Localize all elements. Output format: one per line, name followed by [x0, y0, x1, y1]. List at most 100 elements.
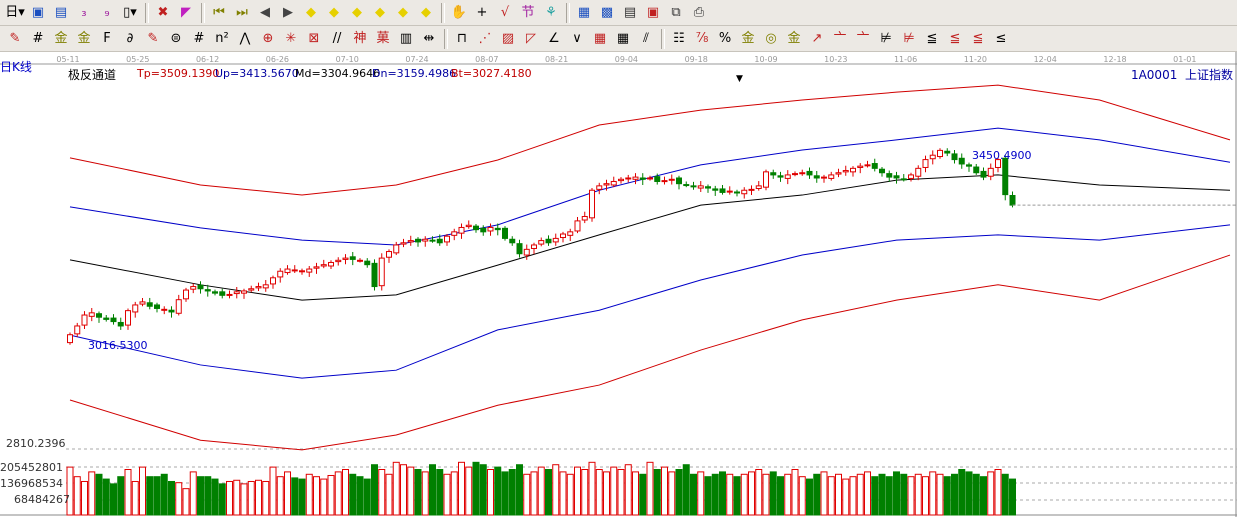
box-fan-icon[interactable]: ▨	[501, 31, 515, 46]
candle-body	[966, 164, 972, 167]
list-icon[interactable]: ▤	[54, 5, 68, 20]
gold-line2-icon[interactable]: 金	[77, 31, 91, 46]
candle-body	[944, 150, 951, 154]
volume-bar	[639, 473, 647, 516]
lines-icon[interactable]: //	[332, 31, 342, 46]
percent-line-icon[interactable]: ⅞	[695, 31, 709, 46]
calendar-icon[interactable]: ▦	[577, 5, 591, 20]
cai-icon[interactable]: 菓	[376, 31, 390, 46]
left-icon[interactable]: ◀	[260, 5, 270, 20]
candle-type-icon[interactable]: ▯▾	[123, 5, 137, 20]
volume-bar	[342, 469, 349, 516]
crosshair-icon[interactable]: +	[476, 5, 488, 20]
volume-bar	[233, 479, 241, 516]
print-icon[interactable]: ⎙	[693, 5, 705, 20]
pencil-icon[interactable]: ✎	[9, 31, 21, 46]
arrow-icon[interactable]: ↗	[811, 31, 823, 46]
star-icon[interactable]: ✳	[285, 31, 297, 46]
candle-body	[980, 170, 987, 178]
grid3-icon[interactable]: ▦	[616, 31, 630, 46]
pattern4-icon[interactable]: ⊭	[903, 31, 915, 46]
gold2-icon[interactable]: ◎	[765, 31, 777, 46]
candle-body	[328, 261, 334, 267]
ray-icon[interactable]: ⋰	[478, 31, 492, 46]
candle-body	[748, 188, 755, 191]
right-icon[interactable]: ▶	[283, 5, 293, 20]
grid2-icon[interactable]: ▦	[593, 31, 607, 46]
candle-body	[255, 286, 262, 289]
zoom-out-h-icon[interactable]: ◆	[375, 5, 385, 20]
volume-bar	[682, 464, 690, 516]
percent-icon[interactable]: %	[718, 31, 732, 46]
box-icon[interactable]: ⊠	[308, 31, 320, 46]
flag-icon[interactable]: ◤	[181, 5, 191, 20]
period-day-icon[interactable]: 日▾	[5, 5, 25, 20]
volume-bar	[385, 473, 393, 516]
eraser-icon[interactable]: ✎	[147, 31, 159, 46]
parallel-icon[interactable]: #	[193, 31, 205, 46]
vline-icon[interactable]: ∨	[572, 31, 582, 46]
pattern7-icon[interactable]: ≦	[972, 31, 984, 46]
toolbar-separator	[661, 28, 665, 49]
zoom-in-h-icon[interactable]: ◆	[352, 5, 362, 20]
candle-body	[241, 290, 247, 294]
grid-icon[interactable]: #	[32, 31, 44, 46]
volume-bar	[537, 466, 545, 516]
zoom-in-icon[interactable]: ◆	[398, 5, 408, 20]
pattern1-icon[interactable]: 亠	[833, 31, 847, 46]
hand-icon[interactable]: ✋	[450, 5, 468, 20]
window-icon[interactable]: ▣	[31, 5, 45, 20]
table-icon[interactable]: ☷	[673, 31, 685, 46]
measure-icon[interactable]: ⇹	[423, 31, 435, 46]
save-icon[interactable]: ▣	[646, 5, 660, 20]
security-code: 1A0001	[1130, 68, 1178, 82]
volume-bar	[827, 476, 835, 516]
9-day-chart-icon[interactable]: ₉	[104, 5, 110, 20]
gold-line-icon[interactable]: 金	[54, 31, 68, 46]
document-icon[interactable]: ▤	[623, 5, 637, 20]
volume-bar	[291, 477, 299, 516]
candle-body	[349, 256, 356, 260]
pattern8-icon[interactable]: ≤	[995, 31, 1007, 46]
festival-icon[interactable]: 节	[521, 5, 535, 20]
coin-icon[interactable]: 金	[741, 31, 755, 46]
pattern5-icon[interactable]: ≦	[926, 31, 938, 46]
god-icon[interactable]: 神	[353, 31, 367, 46]
restore-icon[interactable]: ✖	[157, 5, 169, 20]
pattern6-icon[interactable]: ≦	[949, 31, 961, 46]
pattern3-icon[interactable]: ⊭	[880, 31, 892, 46]
volume-bar	[791, 469, 799, 516]
last-icon[interactable]: ⏭	[236, 5, 248, 20]
gold3-icon[interactable]: 金	[787, 31, 801, 46]
candle-body	[937, 149, 943, 158]
pattern2-icon[interactable]: 亠	[856, 31, 870, 46]
volume-bar	[574, 466, 581, 516]
draw-icon[interactable]: √	[500, 5, 510, 20]
network-icon[interactable]: ⧉	[671, 5, 681, 20]
volume-bar	[704, 476, 712, 516]
spiral-icon[interactable]: ∂	[126, 31, 134, 46]
kline-chart[interactable]: 05-11 05-25 06-12 06-26 07-10 07-24 08-07 08-21…	[0, 52, 1237, 517]
info-icon[interactable]: ⚘	[545, 5, 557, 20]
volume-bar	[936, 473, 944, 516]
slash-icon[interactable]: ⫽	[643, 31, 649, 46]
n2-icon[interactable]: n²	[215, 31, 229, 46]
circle-icon[interactable]: ⊜	[170, 31, 182, 46]
candle-body	[705, 186, 711, 189]
rect-icon[interactable]: ⊓	[456, 31, 468, 46]
first-icon[interactable]: ⏮	[213, 5, 225, 20]
zoom-out-icon[interactable]: ◆	[421, 5, 431, 20]
angle-icon[interactable]: ∠	[548, 31, 560, 46]
fan-icon[interactable]: ⋀	[239, 31, 251, 46]
volume-bar	[893, 471, 900, 516]
move-left-icon[interactable]: ◆	[306, 5, 316, 20]
3-day-chart-icon[interactable]: ₃	[81, 5, 87, 20]
volume-bar	[820, 471, 828, 516]
target-icon[interactable]: ⊕	[262, 31, 274, 46]
calculator-icon[interactable]: ▩	[600, 5, 614, 20]
candle-body	[581, 216, 588, 221]
move-right-icon[interactable]: ◆	[329, 5, 339, 20]
gann-icon[interactable]: ◸	[526, 31, 536, 46]
fib-icon[interactable]: F	[103, 31, 111, 46]
period-icon[interactable]: ▥	[399, 31, 413, 46]
